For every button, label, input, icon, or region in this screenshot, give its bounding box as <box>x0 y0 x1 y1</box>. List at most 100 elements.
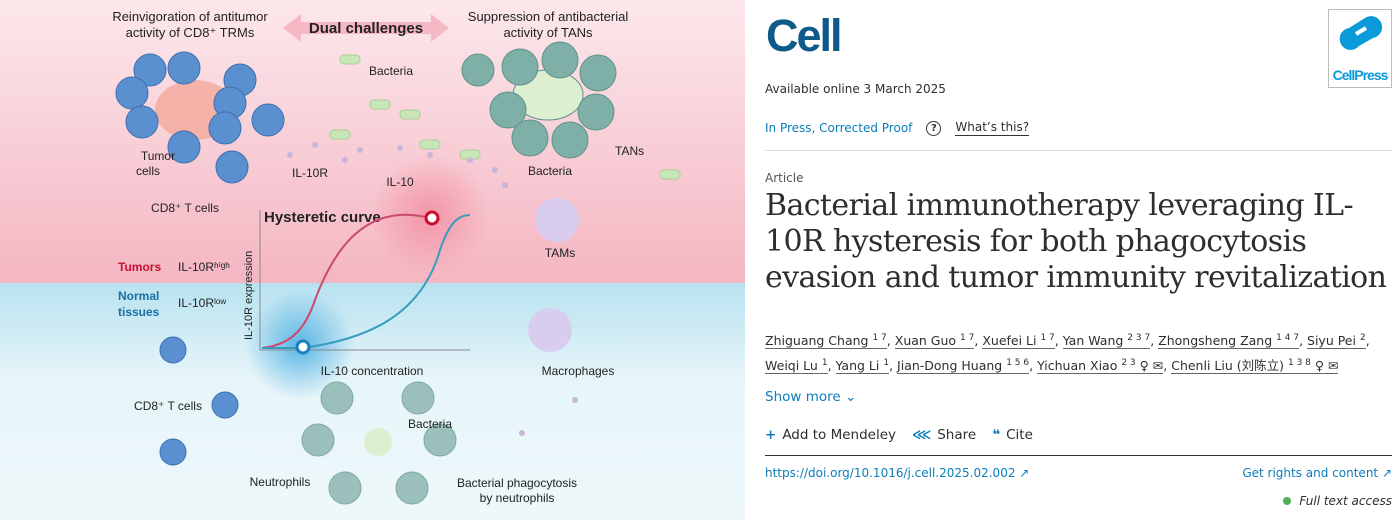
author-name: Xuan Guo <box>894 333 957 349</box>
status-row: In Press, Corrected Proof ? What’s this? <box>765 120 1030 136</box>
phagocytosis-label: Bacterial phagocytosis <box>457 476 577 490</box>
right-title-2: activity of TANs <box>503 25 593 40</box>
neutrophils-cluster <box>301 381 457 505</box>
divider <box>765 150 1392 151</box>
author-link[interactable]: Yang Li 1 <box>835 358 890 375</box>
normal-label: Normal <box>118 289 159 303</box>
graphical-abstract: Reinvigoration of antitumor activity of … <box>0 0 745 520</box>
author-link[interactable]: Jian-Dong Huang 1 5 6 <box>897 358 1030 375</box>
author-link[interactable]: Xuefei Li 1 7 <box>982 333 1055 350</box>
quote-icon: ❝ <box>992 427 1001 443</box>
center-title: Dual challenges <box>309 20 423 37</box>
chevron-down-icon: ⌄ <box>844 389 857 405</box>
neutrophils-label: Neutrophils <box>250 475 311 489</box>
author-list: Zhiguang Chang 1 7, Xuan Guo 1 7, Xuefei… <box>765 333 1370 375</box>
author-affiliations: 2 3 7 <box>1127 333 1151 343</box>
author-name: Yang Li <box>835 358 880 374</box>
cd8-label-2: CD8⁺ T cells <box>134 399 202 413</box>
author-name: Jian-Dong Huang <box>897 358 1003 374</box>
author-name: Zhiguang Chang <box>765 333 869 349</box>
author-link[interactable]: Weiqi Lu 1 <box>765 358 828 375</box>
il10-dots <box>287 142 578 436</box>
tumor-cells-label-2: cells <box>136 164 160 178</box>
author-affiliations: 1 5 6 <box>1006 358 1030 369</box>
plus-icon: + <box>765 427 777 443</box>
author-link[interactable]: Siyu Pei 2 <box>1307 333 1366 350</box>
right-title: Suppression of antibacterial <box>468 9 629 24</box>
author-link[interactable]: Zhongsheng Zang 1 4 7 <box>1158 333 1300 350</box>
author-name: Zhongsheng Zang <box>1158 333 1273 349</box>
author-name: Chenli Liu (刘陈立) <box>1171 358 1284 374</box>
author-name: Yichuan Xiao <box>1037 358 1118 374</box>
author-link[interactable]: Chenli Liu (刘陈立) 1 3 8 ♀ ✉ <box>1171 358 1339 375</box>
author-affiliations: 1 <box>883 358 890 369</box>
share-label: Share <box>937 427 977 443</box>
author-link[interactable]: Yichuan Xiao 2 3 ♀ ✉ <box>1037 358 1164 375</box>
double-arrow-icon <box>283 14 449 42</box>
status-link[interactable]: In Press, Corrected Proof <box>765 121 913 135</box>
add-to-mendeley-button[interactable]: + Add to Mendeley <box>765 427 896 443</box>
bacteria-label: Bacteria <box>369 64 413 78</box>
show-more-label: Show more <box>765 389 841 405</box>
show-more-button[interactable]: Show more ⌄ <box>765 389 856 405</box>
bacteria <box>329 54 681 180</box>
divider-2 <box>765 455 1392 456</box>
author-affiliations: 1 7 <box>1040 333 1055 343</box>
cd8-label: CD8⁺ T cells <box>151 201 219 215</box>
author-affiliations: 1 <box>821 358 828 369</box>
tams-label: TAMs <box>545 246 575 260</box>
publisher-logo-text: CellPress <box>1332 67 1389 83</box>
whats-this-link[interactable]: What’s this? <box>955 120 1030 136</box>
author-link[interactable]: Yan Wang 2 3 7 <box>1062 333 1151 350</box>
author-affiliations: 2 <box>1359 333 1366 343</box>
cellpress-mark-icon <box>1339 16 1383 50</box>
normal-label-2: tissues <box>118 305 160 319</box>
left-title-2: activity of CD8⁺ TRMs <box>126 25 255 40</box>
author-name: Xuefei Li <box>982 333 1037 349</box>
tans-cluster <box>461 41 617 159</box>
low-point <box>295 339 311 355</box>
publisher-logo[interactable]: CellPress <box>1328 9 1392 88</box>
author-affiliations: 1 7 <box>960 333 975 343</box>
il10r-low-label: IL-10Rˡᵒʷ <box>178 296 226 310</box>
tumor-cells-label: Tumor <box>141 149 175 163</box>
bacteria-center <box>364 428 392 456</box>
author-affiliations: 1 7 <box>872 333 887 343</box>
il10r-label: IL-10R <box>292 166 328 180</box>
article-type: Article <box>765 171 804 185</box>
author-name: Yan Wang <box>1062 333 1124 349</box>
tam-cell <box>535 198 579 242</box>
tumor-cluster <box>115 51 285 184</box>
access-label: Full text access <box>1299 494 1392 508</box>
author-affiliations: 1 3 8 <box>1287 358 1311 369</box>
tans-label: TANs <box>615 144 644 158</box>
author-affiliations: 2 3 <box>1121 358 1136 369</box>
curve-title: Hysteretic curve <box>264 209 381 226</box>
author-link[interactable]: Zhiguang Chang 1 7 <box>765 333 887 350</box>
high-point <box>424 210 440 226</box>
tumors-label: Tumors <box>118 260 161 274</box>
availability-date: Available online 3 March 2025 <box>765 82 946 96</box>
il10-label: IL-10 <box>386 175 414 189</box>
article-title: Bacterial immunotherapy leveraging IL-10… <box>765 188 1387 295</box>
author-link[interactable]: Xuan Guo 1 7 <box>894 333 975 350</box>
rights-link[interactable]: Get rights and content ↗ <box>1242 466 1392 480</box>
access-status: Full text access <box>1283 494 1392 508</box>
article-header: Cell CellPress Available online 3 March … <box>765 0 1392 520</box>
doi-link[interactable]: https://doi.org/10.1016/j.cell.2025.02.0… <box>765 466 1030 480</box>
phagocytosis-label-2: by neutrophils <box>480 491 555 505</box>
cite-label: Cite <box>1006 427 1033 443</box>
bacteria-label-2: Bacteria <box>528 164 572 178</box>
journal-logo[interactable]: Cell <box>766 10 843 61</box>
help-icon[interactable]: ? <box>926 120 942 136</box>
low-curve <box>262 214 471 349</box>
access-dot-icon <box>1283 497 1292 505</box>
mendeley-label: Add to Mendeley <box>782 427 897 443</box>
author-affiliations: 1 4 7 <box>1276 333 1300 343</box>
cite-button[interactable]: ❝ Cite <box>992 427 1033 443</box>
share-button[interactable]: ⋘ Share <box>912 427 976 443</box>
left-title: Reinvigoration of antitumor <box>112 9 268 24</box>
author-name: Siyu Pei <box>1307 333 1356 349</box>
high-curve <box>261 213 431 349</box>
normal-t-cells <box>159 336 239 466</box>
